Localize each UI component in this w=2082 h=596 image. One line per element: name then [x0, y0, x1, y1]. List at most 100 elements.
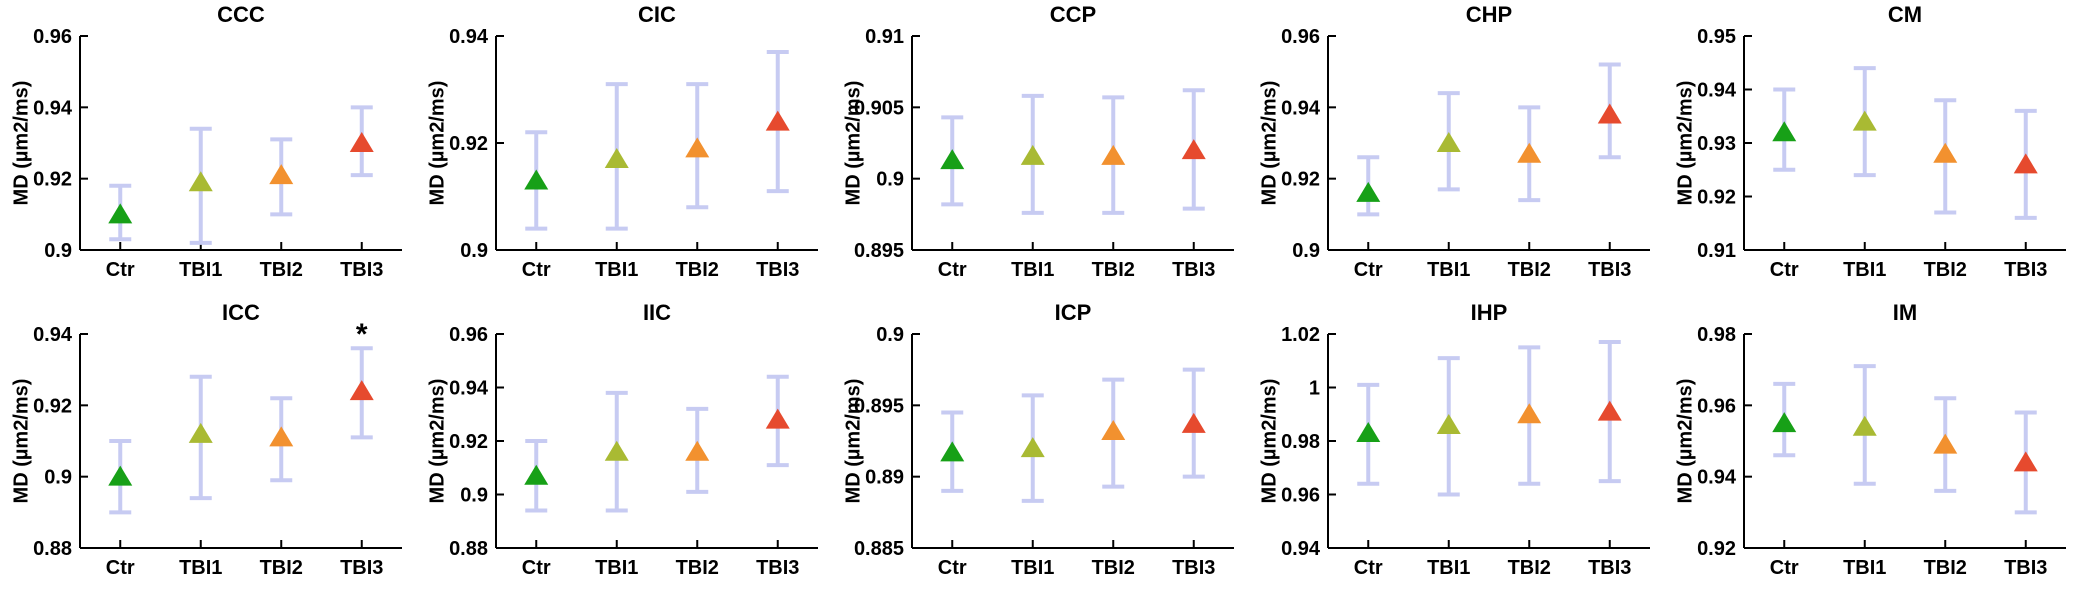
x-tick-label: TBI3: [1172, 259, 1215, 281]
plot-canvas-ccc: 0.9 0.92 0.94 0.96 Ctr TBI1 TBI2 TBI3: [33, 26, 402, 281]
y-tick-label: 0.96: [1697, 395, 1736, 417]
x-tick-label: TBI1: [1843, 259, 1886, 281]
marker-tbi3: [1181, 412, 1206, 433]
marker-tbi3: [1181, 139, 1206, 160]
x-tick-label: TBI1: [1843, 557, 1886, 579]
plot-title: CHP: [1465, 2, 1513, 27]
x-tick-label: TBI3: [340, 557, 383, 579]
x-tick-label: TBI3: [2004, 557, 2047, 579]
y-tick-label: 0.895: [854, 395, 904, 417]
x-tick-label: TBI1: [1011, 259, 1054, 281]
y-tick-label: 0.92: [449, 133, 488, 155]
plot-title: IHP: [1470, 300, 1508, 325]
x-tick-label: Ctr: [106, 259, 135, 281]
x-tick-label: TBI2: [1508, 259, 1551, 281]
plot-canvas-im: 0.92 0.94 0.96 0.98 Ctr TBI1 TBI2 TBI3: [1697, 324, 2066, 579]
x-tick-label: Ctr: [938, 259, 967, 281]
marker-tbi1: [604, 440, 629, 461]
y-tick-label: 0.96: [1281, 485, 1320, 507]
x-tick-label: TBI1: [1011, 557, 1054, 579]
y-axis-label: MD (µm2/ms): [1674, 80, 1697, 206]
y-axis-label: MD (µm2/ms): [1258, 80, 1281, 206]
plot-title: IM: [1892, 300, 1918, 325]
plot-canvas-icp: 0.885 0.89 0.895 0.9 Ctr TBI1 TBI2 TBI3: [854, 324, 1234, 579]
x-tick-label: TBI2: [676, 259, 719, 281]
y-tick-label: 0.9: [44, 240, 72, 262]
x-tick-label: TBI2: [1924, 259, 1967, 281]
marker-tbi3: [765, 110, 790, 131]
y-axis-label: MD (µm2/ms): [426, 80, 449, 206]
x-tick-label: Ctr: [1770, 259, 1799, 281]
y-tick-label: 0.88: [449, 538, 488, 560]
y-axis-label: MD (µm2/ms): [842, 378, 865, 504]
y-tick-label: 0.9: [460, 240, 488, 262]
marker-ctr: [940, 149, 965, 170]
marker-tbi2: [269, 426, 294, 447]
y-tick-label: 0.92: [449, 431, 488, 453]
y-tick-label: 0.94: [1697, 467, 1737, 489]
x-tick-label: Ctr: [1354, 259, 1383, 281]
plot-title: ICC: [222, 300, 260, 325]
y-tick-label: 0.94: [1281, 538, 1321, 560]
y-tick-label: 0.94: [1697, 80, 1737, 102]
y-tick-label: 0.94: [449, 26, 489, 48]
x-tick-label: TBI3: [756, 259, 799, 281]
marker-ctr: [1772, 412, 1797, 433]
plot-title: IIC: [642, 300, 672, 325]
marker-tbi2: [1933, 142, 1958, 163]
y-tick-label: 0.94: [33, 324, 73, 346]
plot-title: CCP: [1049, 2, 1097, 27]
y-tick-label: 0.96: [33, 26, 72, 48]
x-tick-label: TBI2: [1092, 557, 1135, 579]
x-tick-label: Ctr: [938, 557, 967, 579]
marker-tbi3: [2013, 153, 2038, 174]
subplot-ccp: 0.895 0.9 0.905 0.91 Ctr TBI1 TBI2 TBI3 CCP MD …: [832, 0, 1248, 298]
y-tick-label: 0.94: [1281, 97, 1321, 119]
subplot-ihp: 0.94 0.96 0.98 1 1.02 Ctr TBI1 TBI2 TBI3 IHP MD …: [1248, 298, 1664, 596]
x-tick-label: TBI1: [179, 259, 222, 281]
marker-tbi1: [1852, 415, 1877, 436]
y-tick-label: 0.9: [1292, 240, 1320, 262]
x-tick-label: TBI1: [179, 557, 222, 579]
y-tick-label: 0.93: [1697, 133, 1736, 155]
y-tick-label: 0.91: [1697, 240, 1736, 262]
x-tick-label: TBI2: [1092, 259, 1135, 281]
marker-ctr: [1356, 181, 1381, 202]
x-tick-label: TBI2: [260, 259, 303, 281]
plot-canvas-ccp: 0.895 0.9 0.905 0.91 Ctr TBI1 TBI2 TBI3: [854, 26, 1234, 281]
y-tick-label: 0.9: [876, 169, 904, 191]
y-tick-label: 0.92: [1697, 538, 1736, 560]
marker-ctr: [940, 441, 965, 462]
marker-tbi2: [685, 137, 710, 158]
x-tick-label: TBI3: [340, 259, 383, 281]
marker-tbi3: [349, 380, 374, 401]
marker-tbi3: [1597, 103, 1622, 124]
y-tick-label: 0.92: [33, 395, 72, 417]
subplot-icp: 0.885 0.89 0.895 0.9 Ctr TBI1 TBI2 TBI3 ICP MD …: [832, 298, 1248, 596]
subplot-ccc: 0.9 0.92 0.94 0.96 Ctr TBI1 TBI2 TBI3 CCC MD (µ…: [0, 0, 416, 298]
x-tick-label: TBI3: [2004, 259, 2047, 281]
marker-tbi1: [188, 171, 213, 192]
subplot-icc: 0.88 0.9 0.92 0.94 Ctr TBI1 TBI2 TBI3 * ICC MD (…: [0, 298, 416, 596]
marker-ctr: [108, 465, 133, 486]
y-tick-label: 0.895: [854, 240, 904, 262]
y-tick-label: 0.92: [1697, 187, 1736, 209]
marker-tbi2: [269, 164, 294, 185]
y-tick-label: 0.91: [865, 26, 904, 48]
plot-canvas-ihp: 0.94 0.96 0.98 1 1.02 Ctr TBI1 TBI2 TBI3: [1281, 324, 1650, 579]
marker-ctr: [1772, 121, 1797, 142]
marker-tbi3: [765, 408, 790, 429]
marker-tbi2: [1101, 144, 1126, 165]
marker-tbi2: [1517, 403, 1542, 424]
marker-tbi1: [1020, 144, 1045, 165]
y-tick-label: 0.96: [1281, 26, 1320, 48]
y-axis-label: MD (µm2/ms): [426, 378, 449, 504]
y-tick-label: 0.9: [876, 324, 904, 346]
x-tick-label: TBI3: [1588, 557, 1631, 579]
x-tick-label: TBI2: [260, 557, 303, 579]
marker-tbi2: [1933, 433, 1958, 454]
x-tick-label: TBI3: [756, 557, 799, 579]
y-axis-label: MD (µm2/ms): [1674, 378, 1697, 504]
subplot-iic: 0.88 0.9 0.92 0.94 0.96 Ctr TBI1 TBI2 TBI3 IIC M…: [416, 298, 832, 596]
y-tick-label: 1.02: [1281, 324, 1320, 346]
